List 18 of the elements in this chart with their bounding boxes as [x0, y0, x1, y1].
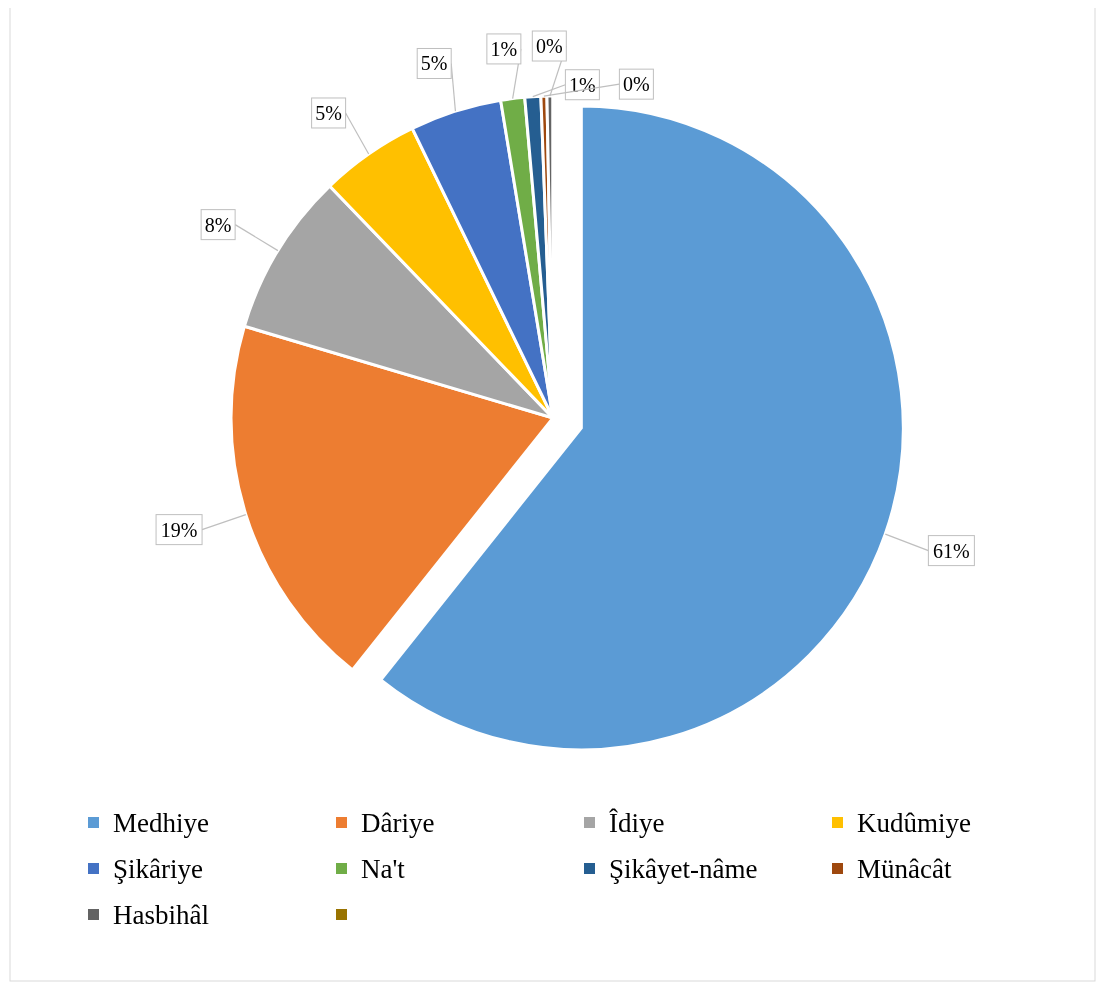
data-label: 61%: [933, 539, 970, 562]
data-label: 0%: [623, 73, 650, 96]
legend-label: Münâcât: [857, 854, 952, 884]
legend-label: Îdiye: [609, 808, 665, 838]
legend-label: Medhiye: [113, 808, 209, 838]
data-label: 1%: [490, 37, 518, 60]
data-label: 0%: [535, 35, 563, 58]
data-label: 1%: [569, 73, 596, 96]
legend-label: Şikâriye: [113, 854, 203, 884]
legend-label: Hasbihâl: [113, 900, 209, 930]
legend-label: Şikâyet-nâme: [609, 854, 758, 884]
legend-label: Na't: [361, 854, 406, 884]
data-label: 8%: [204, 213, 232, 236]
legend-label: Kudûmiye: [857, 808, 971, 838]
legend-label: Dâriye: [361, 808, 435, 838]
data-label: 5%: [420, 52, 448, 75]
data-label: 5%: [315, 101, 342, 124]
data-label: 19%: [160, 518, 198, 541]
